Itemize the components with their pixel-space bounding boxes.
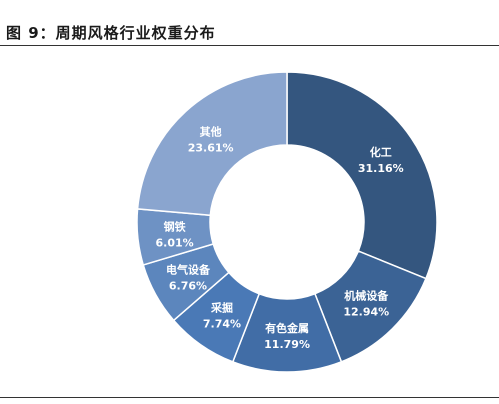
slices-group	[136, 71, 438, 373]
slice-name-1: 机械设备	[344, 289, 389, 303]
slice-name-2: 有色金属	[265, 321, 309, 335]
slice-value-0: 31.16%	[358, 162, 404, 175]
slice-name-4: 电气设备	[166, 262, 211, 276]
slice-value-2: 11.79%	[264, 338, 310, 351]
slice-value-3: 7.74%	[203, 317, 241, 330]
slice-name-6: 其他	[200, 125, 222, 139]
top-rule	[0, 45, 499, 46]
slice-value-6: 23.61%	[188, 142, 234, 155]
slice-6	[136, 71, 288, 217]
slice-name-3: 采掘	[210, 300, 233, 314]
slice-name-5: 钢铁	[164, 219, 186, 233]
slice-0	[286, 71, 438, 280]
slice-value-1: 12.94%	[343, 306, 389, 319]
slice-value-5: 6.01%	[155, 236, 193, 249]
slice-value-4: 6.76%	[169, 279, 207, 292]
labels-group: 化工 31.16% 机械设备 12.94% 有色金属 11.79% 采掘 7.74% 电气设备 6…	[155, 125, 403, 351]
bottom-rule	[0, 397, 499, 398]
figure-title: 图 9：周期风格行业权重分布	[6, 24, 216, 42]
slice-name-0: 化工	[370, 145, 392, 159]
